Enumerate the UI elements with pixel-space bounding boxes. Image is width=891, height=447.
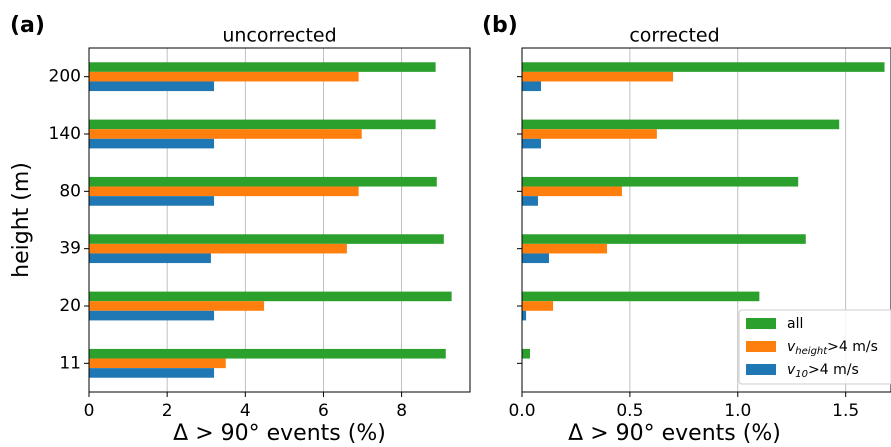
panel-label: (a)	[10, 13, 45, 38]
y-tick-label: 140	[49, 124, 81, 144]
y-axis-label: height (m)	[9, 162, 34, 278]
bar	[89, 301, 265, 311]
bar	[89, 368, 215, 378]
bar	[522, 71, 674, 82]
x-tick-label: 1.0	[724, 401, 751, 421]
bar	[522, 129, 657, 139]
x-tick-label: 6	[318, 401, 329, 421]
bar	[89, 358, 226, 369]
legend-swatch	[746, 318, 776, 329]
bar	[89, 62, 436, 72]
bar	[89, 186, 359, 197]
y-tick-label: 11	[59, 353, 81, 373]
bar	[89, 129, 362, 139]
bar	[89, 81, 215, 92]
legend-text: v	[787, 339, 796, 355]
bar	[89, 253, 211, 264]
bar	[89, 310, 215, 321]
bar	[522, 310, 527, 321]
bar	[89, 71, 359, 82]
bar	[522, 138, 541, 149]
x-tick-label: 1.5	[832, 401, 859, 421]
bar	[522, 253, 549, 264]
legend-label: vheight>4 m/s	[787, 339, 878, 357]
legend-label: all	[787, 316, 803, 332]
bar	[522, 301, 554, 311]
x-axis-label: Δ > 90° events (%)	[568, 421, 781, 446]
x-tick-label: 0.0	[508, 401, 535, 421]
legend-subscript: 10	[795, 369, 808, 380]
y-tick-label: 39	[59, 239, 81, 259]
legend-text: >4 m/s	[827, 339, 878, 355]
legend-swatch	[746, 341, 776, 352]
bar	[522, 348, 530, 359]
panel-label: (b)	[482, 13, 518, 38]
legend-subscript: height	[795, 346, 828, 357]
x-axis-label: Δ > 90° events (%)	[173, 421, 386, 446]
panel: 0 2 4 6 8 11 20 39 80 140 200 uncorrected (a) Δ > 90°…	[9, 13, 471, 446]
bar	[89, 176, 437, 187]
x-tick-label: 2	[162, 401, 173, 421]
bar	[522, 186, 622, 197]
bar	[89, 119, 436, 130]
legend-box	[738, 309, 891, 385]
axes-frame	[88, 47, 471, 393]
bar	[89, 234, 444, 244]
bar	[522, 243, 608, 254]
legend-label: v10>4 m/s	[787, 362, 859, 380]
x-tick-label: 8	[396, 401, 407, 421]
bar	[522, 62, 885, 72]
bar	[522, 176, 799, 187]
panel-title: uncorrected	[222, 25, 336, 47]
bar	[89, 138, 215, 149]
y-tick-label: 200	[49, 67, 81, 87]
bar	[522, 119, 840, 130]
panel-title: corrected	[629, 25, 719, 47]
y-tick-label: 20	[59, 296, 81, 316]
legend-text: >4 m/s	[808, 362, 859, 378]
x-tick-label: 0	[84, 401, 95, 421]
y-tick-label: 80	[59, 181, 81, 201]
bar	[522, 196, 538, 206]
bar	[89, 196, 215, 206]
bar	[522, 81, 541, 92]
bar	[522, 291, 760, 302]
bar	[89, 348, 446, 359]
bar	[522, 234, 806, 244]
x-tick-label: 4	[240, 401, 251, 421]
axes-frame	[521, 47, 891, 393]
x-tick-label: 0.5	[616, 401, 643, 421]
bar	[89, 243, 347, 254]
legend-swatch	[746, 364, 776, 375]
legend-text: v	[787, 362, 796, 378]
panel: 0.0 0.5 1.0 1.5 corrected (b) Δ > 90° events (…	[482, 13, 891, 446]
bar	[89, 291, 452, 302]
